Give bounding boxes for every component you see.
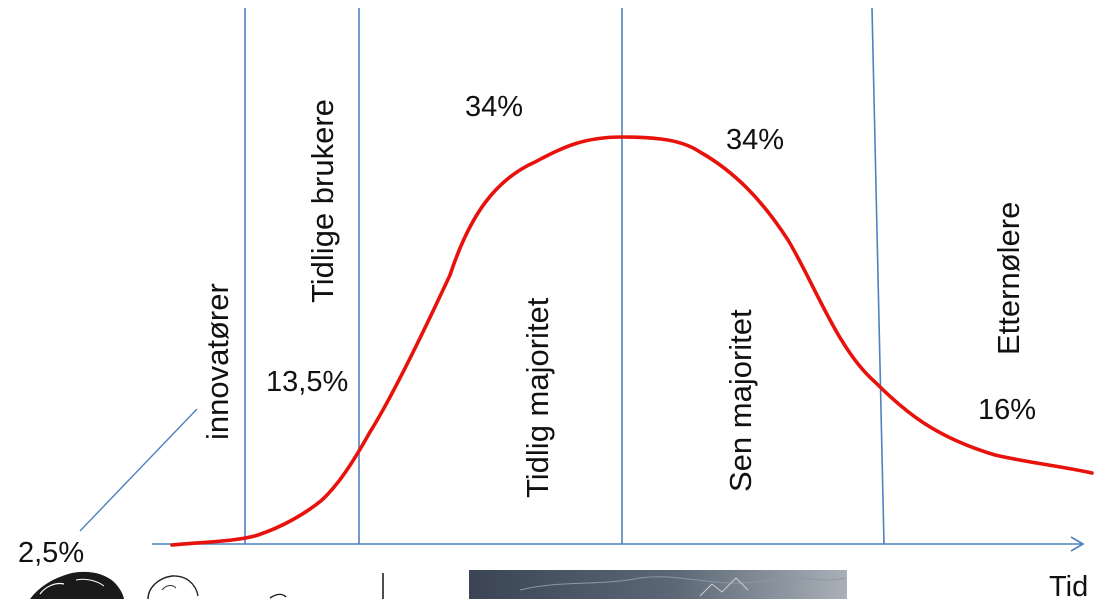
segment-label-laggards: Etternølere xyxy=(991,202,1026,355)
share-label-innovators: 2,5% xyxy=(18,537,84,569)
segment-label-innovators: innovatører xyxy=(200,283,235,440)
time-axis-arrow-icon xyxy=(1070,536,1085,552)
share-label-early-majority: 34% xyxy=(465,91,523,123)
segment-dividers xyxy=(244,7,885,545)
time-axis-label: Tid xyxy=(1049,571,1088,599)
time-axis xyxy=(152,536,1085,552)
segment-label-early-majority: Tidlig majoritet xyxy=(520,297,555,498)
share-label-late-majority: 34% xyxy=(726,124,784,156)
share-label-early-adopters: 13,5% xyxy=(266,366,348,398)
segment-label-late-majority: Sen majoritet xyxy=(723,309,758,492)
dark-photo-image xyxy=(469,570,847,599)
divider-line xyxy=(871,7,885,545)
person-sketch-image xyxy=(30,571,384,600)
share-label-laggards: 16% xyxy=(978,394,1036,426)
adoption-curve xyxy=(170,135,1094,547)
innovators-pointer-line xyxy=(79,408,198,532)
segment-label-early-adopters: Tidlige brukere xyxy=(305,99,340,303)
